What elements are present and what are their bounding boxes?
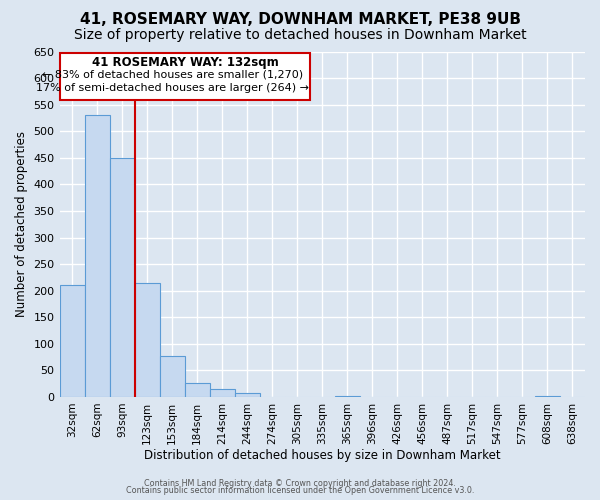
Text: ← 83% of detached houses are smaller (1,270): ← 83% of detached houses are smaller (1,… [42, 70, 303, 80]
Bar [185, 382, 209, 397]
FancyBboxPatch shape [60, 52, 310, 100]
Bar [209, 389, 235, 397]
Text: 17% of semi-detached houses are larger (264) →: 17% of semi-detached houses are larger (… [36, 82, 309, 92]
Text: 41 ROSEMARY WAY: 132sqm: 41 ROSEMARY WAY: 132sqm [92, 56, 278, 68]
Bar [59, 286, 85, 397]
Text: Size of property relative to detached houses in Downham Market: Size of property relative to detached ho… [74, 28, 526, 42]
Bar [134, 282, 160, 397]
Bar [235, 392, 260, 397]
Bar [335, 396, 360, 397]
Text: Contains public sector information licensed under the Open Government Licence v3: Contains public sector information licen… [126, 486, 474, 495]
X-axis label: Distribution of detached houses by size in Downham Market: Distribution of detached houses by size … [144, 450, 500, 462]
Bar [85, 116, 110, 397]
Text: 41, ROSEMARY WAY, DOWNHAM MARKET, PE38 9UB: 41, ROSEMARY WAY, DOWNHAM MARKET, PE38 9… [79, 12, 521, 28]
Y-axis label: Number of detached properties: Number of detached properties [15, 131, 28, 317]
Bar [160, 356, 185, 397]
Bar [110, 158, 134, 397]
Bar [535, 396, 560, 397]
Text: Contains HM Land Registry data © Crown copyright and database right 2024.: Contains HM Land Registry data © Crown c… [144, 478, 456, 488]
